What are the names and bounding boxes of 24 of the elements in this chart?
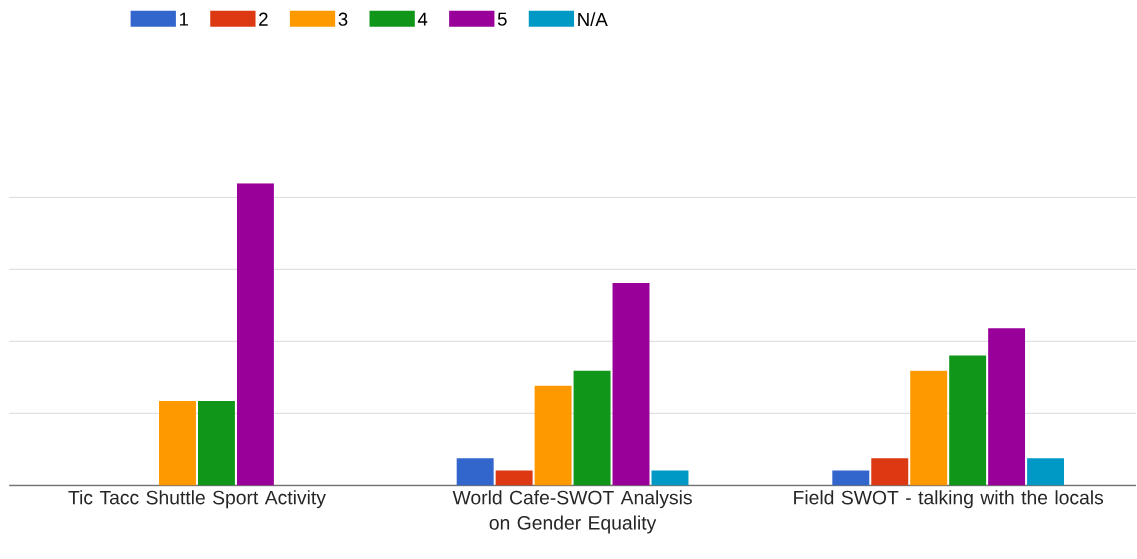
bar (949, 355, 987, 486)
bar (1027, 458, 1065, 486)
legend-label: 5 (497, 12, 507, 26)
bar (534, 385, 572, 486)
bar (651, 470, 689, 486)
bar (159, 400, 196, 486)
bar (612, 282, 650, 486)
bar (573, 370, 611, 486)
x-tick-label: Tic Tacc Shuttle Sport Activity (68, 490, 326, 509)
bar (236, 183, 274, 486)
bar (871, 458, 909, 486)
legend-label: 4 (417, 12, 428, 26)
bar (495, 470, 533, 486)
x-tick-label: World Cafe-SWOT Analysis on Gender Equality (452, 490, 692, 534)
bar (456, 458, 494, 486)
bar (988, 328, 1026, 486)
legend-label: N/A (578, 12, 608, 26)
bar (910, 370, 948, 486)
legend-label: 1 (179, 12, 189, 26)
legend-label: 2 (259, 12, 268, 26)
legend-label: 3 (338, 12, 348, 26)
bar (832, 470, 870, 486)
bar (197, 400, 235, 486)
x-tick-label: Field SWOT - talking with the locals (794, 490, 1104, 509)
